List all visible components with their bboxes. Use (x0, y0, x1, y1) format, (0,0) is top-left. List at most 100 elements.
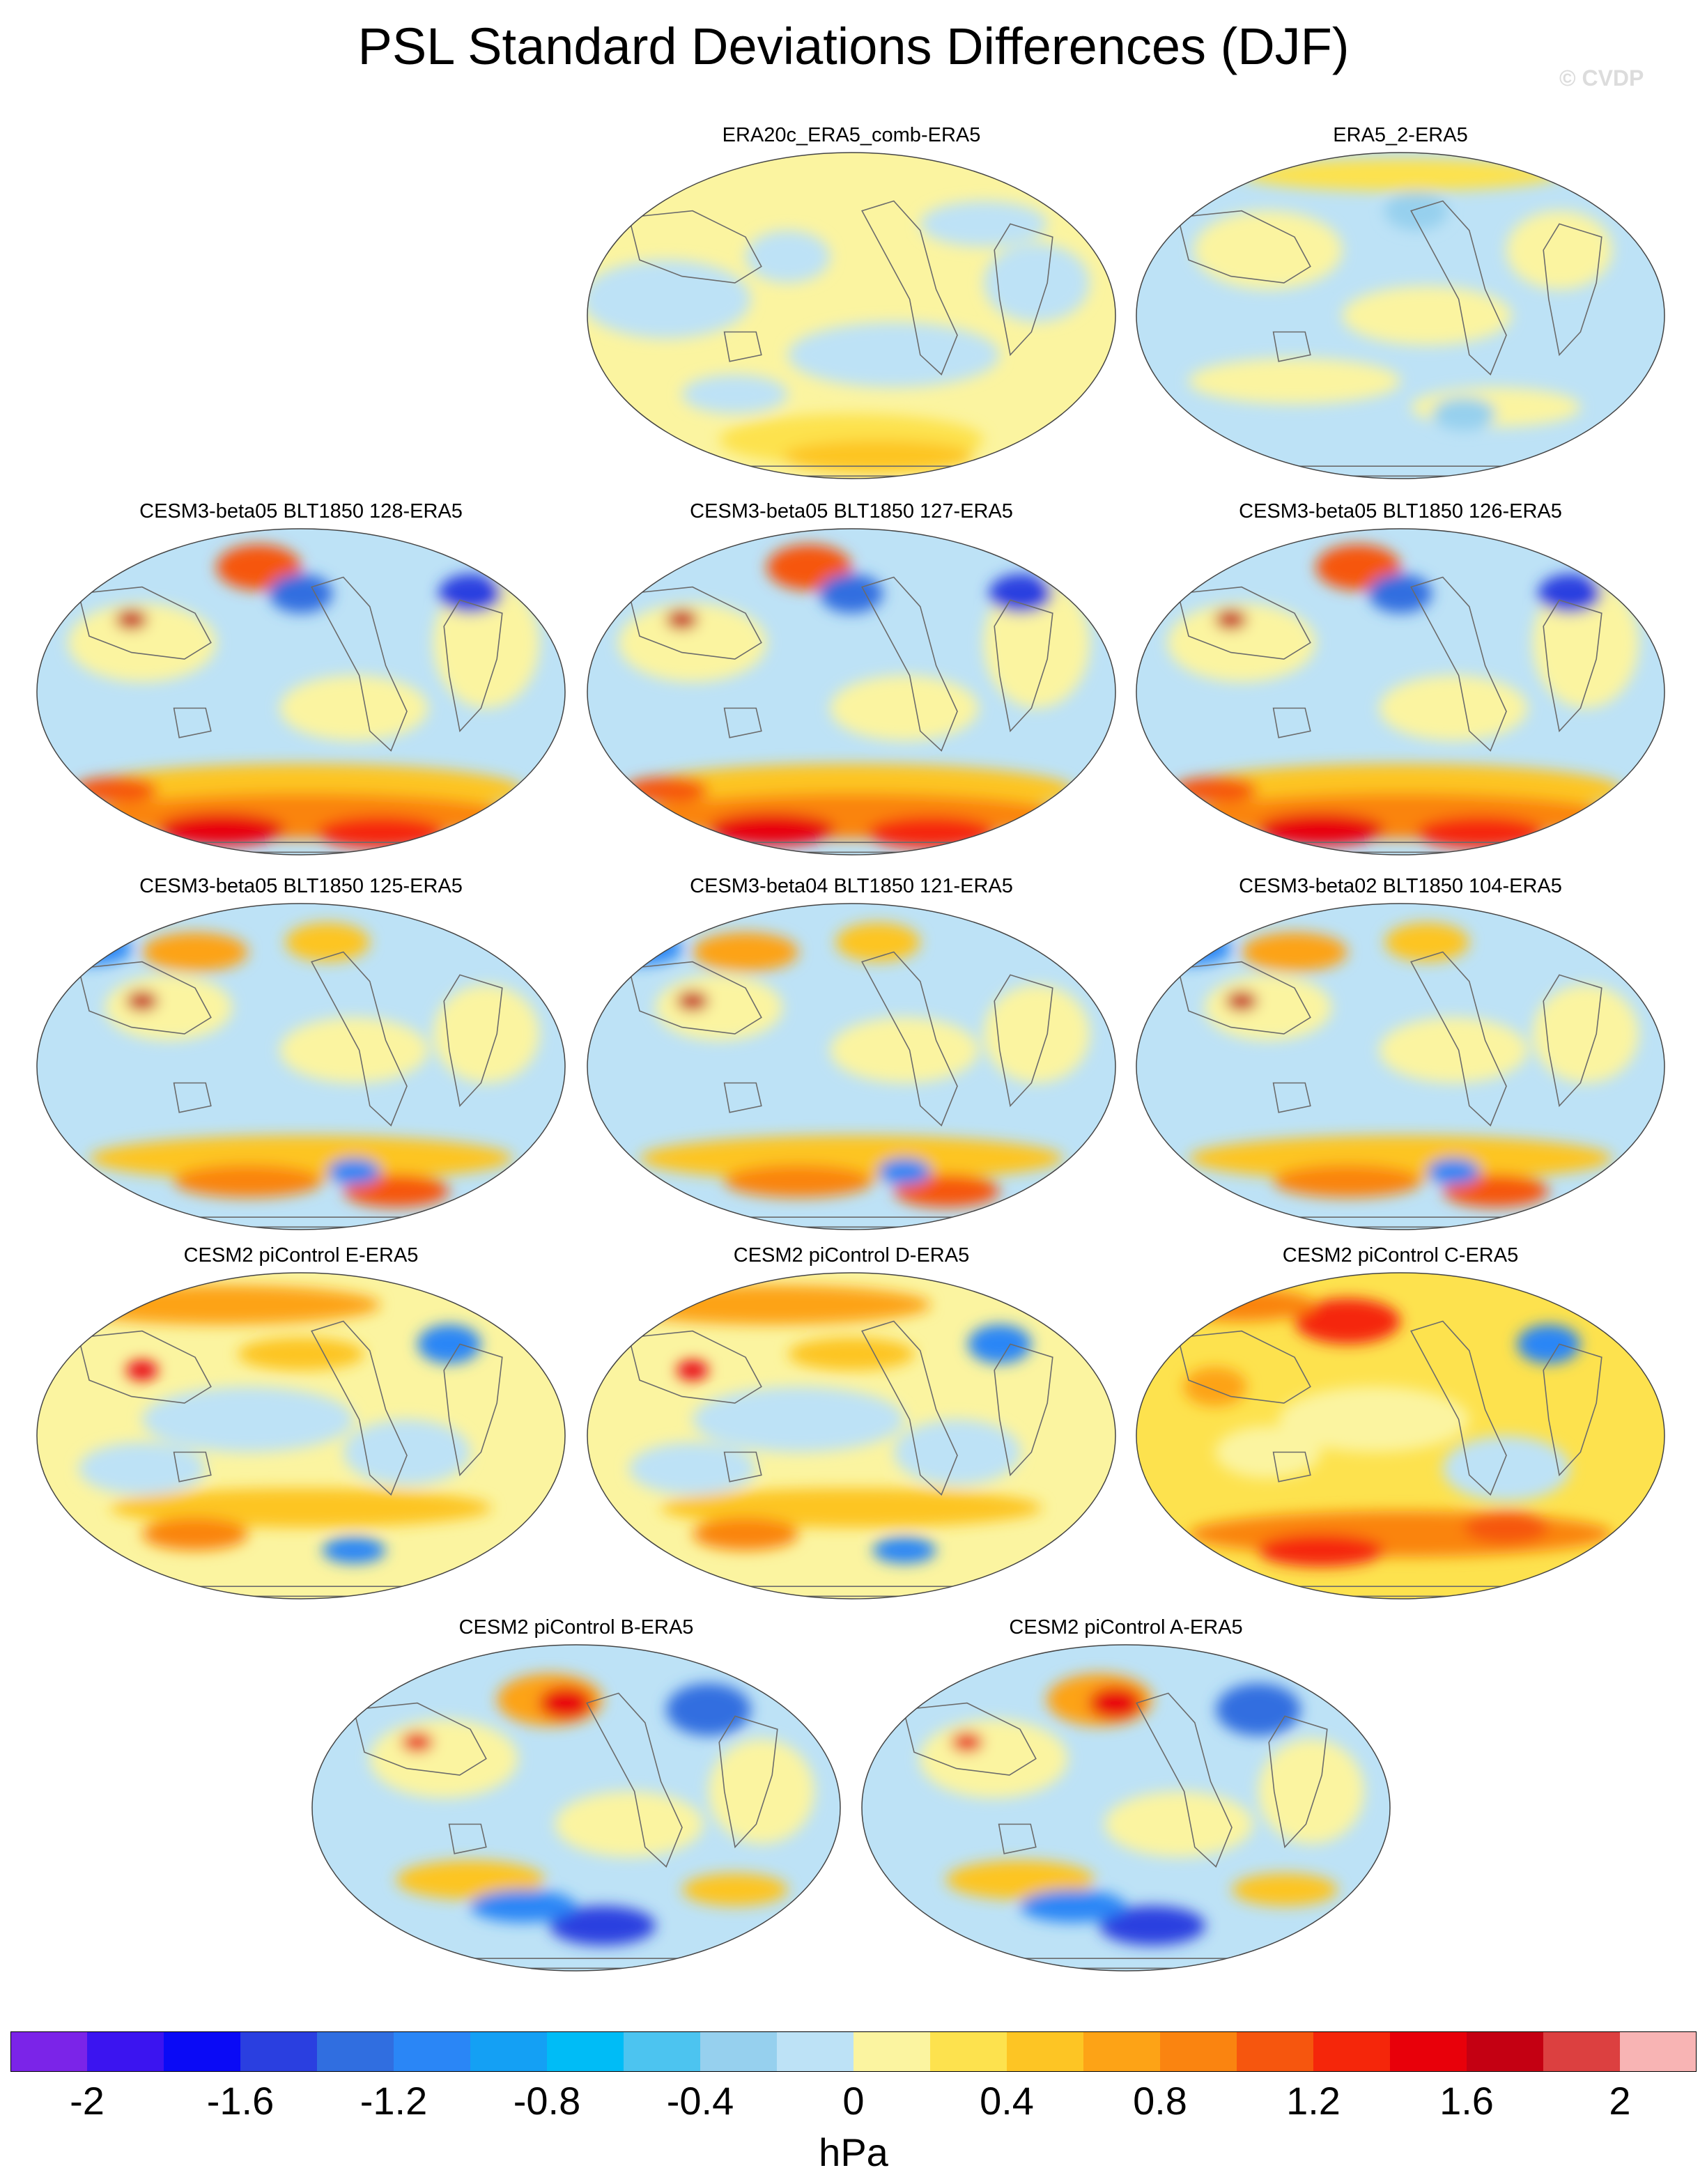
map-panel: CESM3-beta04 BLT1850 121-ERA5 (580, 874, 1123, 1236)
map-panel-title: CESM3-beta02 BLT1850 104-ERA5 (1239, 875, 1562, 897)
anomaly-contour (984, 243, 1090, 323)
anomaly-contour (1273, 1165, 1422, 1198)
coastline (173, 1082, 212, 1113)
anomaly-contour (666, 1683, 751, 1736)
coastline (1136, 1692, 1233, 1868)
anomaly-contour (1442, 1175, 1549, 1208)
anomaly-contour (693, 1517, 798, 1551)
map-border (36, 528, 566, 855)
map-panel-title: CESM2 piControl B-ERA5 (458, 1616, 694, 1639)
map-panel: ERA20c_ERA5_comb-ERA5 (580, 123, 1123, 485)
map-border (36, 903, 566, 1230)
colorbar-swatch (394, 2031, 471, 2072)
cvdp-watermark: © CVDP (1559, 65, 1644, 91)
robinson-map (587, 528, 1116, 855)
anomaly-contour (157, 812, 286, 846)
coastline (998, 1823, 1037, 1854)
anomaly-contour (433, 984, 539, 1083)
map-panel: CESM2 piControl C-ERA5 (1129, 1243, 1672, 1605)
anomaly-contour (1506, 210, 1612, 290)
colorbar-swatch (1313, 2031, 1391, 2072)
coastline (1177, 961, 1311, 1035)
anomaly-contour (878, 1158, 931, 1185)
anomaly-contour (142, 1517, 248, 1551)
coastline (994, 599, 1053, 733)
anomaly-contour (819, 573, 883, 614)
coastline (1410, 576, 1507, 752)
coastline (628, 961, 762, 1035)
robinson-map (861, 1644, 1391, 1972)
anomaly-contour (1189, 1135, 1612, 1182)
colorbar-swatch (317, 2031, 394, 2072)
anomaly-contour (1104, 1791, 1253, 1857)
anomaly-contour (708, 812, 836, 846)
colorbar-swatch (854, 2031, 931, 2072)
colorbar-swatch (1160, 2031, 1237, 2072)
anomaly-contour (1099, 1906, 1205, 1946)
anomaly-contour (322, 1537, 386, 1564)
coastline (443, 1343, 503, 1477)
anomaly-contour (830, 675, 979, 741)
colorbar-tick-label: -0.8 (513, 2079, 581, 2123)
coastline (994, 974, 1053, 1108)
robinson-map (311, 1644, 841, 1972)
map-panel: CESM3-beta05 BLT1850 125-ERA5 (29, 874, 573, 1236)
anomaly-contour (919, 1719, 1068, 1798)
coastline (861, 576, 958, 752)
map-panel-title: CESM2 piControl C-ERA5 (1282, 1244, 1519, 1267)
anomaly-contour (1215, 610, 1247, 630)
anomaly-contour (1189, 793, 1612, 839)
anomaly-contour (1379, 675, 1528, 741)
map-panel-title: CESM2 piControl E-ERA5 (183, 1244, 419, 1267)
anomaly-contour (1183, 1367, 1247, 1407)
robinson-map (36, 1272, 566, 1600)
map-panel-title: CESM3-beta04 BLT1850 121-ERA5 (690, 875, 1013, 897)
robinson-map (587, 152, 1116, 479)
anomaly-contour (1384, 922, 1469, 962)
anomaly-contour (624, 777, 709, 803)
robinson-map (1136, 903, 1665, 1230)
coastline (1272, 1451, 1311, 1482)
anomaly-contour (1442, 1436, 1570, 1501)
map-panel-title: CESM2 piControl A-ERA5 (1009, 1616, 1243, 1639)
anomaly-contour (237, 1338, 365, 1370)
map-panel: CESM2 piControl D-ERA5 (580, 1243, 1123, 1605)
coastline (1543, 223, 1602, 357)
colorbar-swatch (1237, 2031, 1314, 2072)
colorbar-swatch (1007, 2031, 1084, 2072)
coastline (1177, 586, 1311, 660)
robinson-map (36, 903, 566, 1230)
anomaly-contour (989, 573, 1053, 614)
anomaly-contour (1315, 544, 1400, 591)
map-panel: CESM3-beta05 BLT1850 126-ERA5 (1129, 499, 1672, 861)
anomaly-contour (1189, 358, 1400, 404)
anomaly-contour (835, 922, 920, 962)
anomaly-contour (216, 544, 302, 591)
anomaly-contour (1194, 210, 1343, 290)
coastline (77, 1330, 212, 1404)
map-border (36, 1272, 566, 1600)
anomaly-contour (628, 1442, 757, 1495)
anomaly-contour (1384, 191, 1449, 231)
coastline (902, 1702, 1037, 1776)
robinson-map (1136, 1272, 1665, 1600)
coastline (994, 223, 1053, 357)
map-border (587, 152, 1116, 479)
anomaly-contour (1204, 975, 1332, 1041)
colorbar-tick-label: -1.2 (360, 2079, 428, 2123)
colorbar-swatch (1543, 2031, 1621, 2072)
anomaly-contour (640, 1135, 1063, 1182)
colorbar-tick-label: 1.6 (1439, 2079, 1494, 2123)
anomaly-contour (693, 1386, 904, 1453)
colorbar-tick-label: -1.6 (206, 2079, 275, 2123)
anomaly-contour (1416, 816, 1544, 849)
map-panel-title: ERA5_2-ERA5 (1333, 124, 1468, 146)
coastline (77, 961, 212, 1035)
anomaly-contour (1173, 777, 1258, 803)
colorbar-swatch (87, 2031, 164, 2072)
colorbar-tick-label: -0.4 (666, 2079, 734, 2123)
anomaly-contour (951, 1732, 983, 1753)
coastline (443, 599, 503, 733)
coastline (1272, 707, 1311, 738)
anomaly-contour (945, 1860, 1095, 1900)
